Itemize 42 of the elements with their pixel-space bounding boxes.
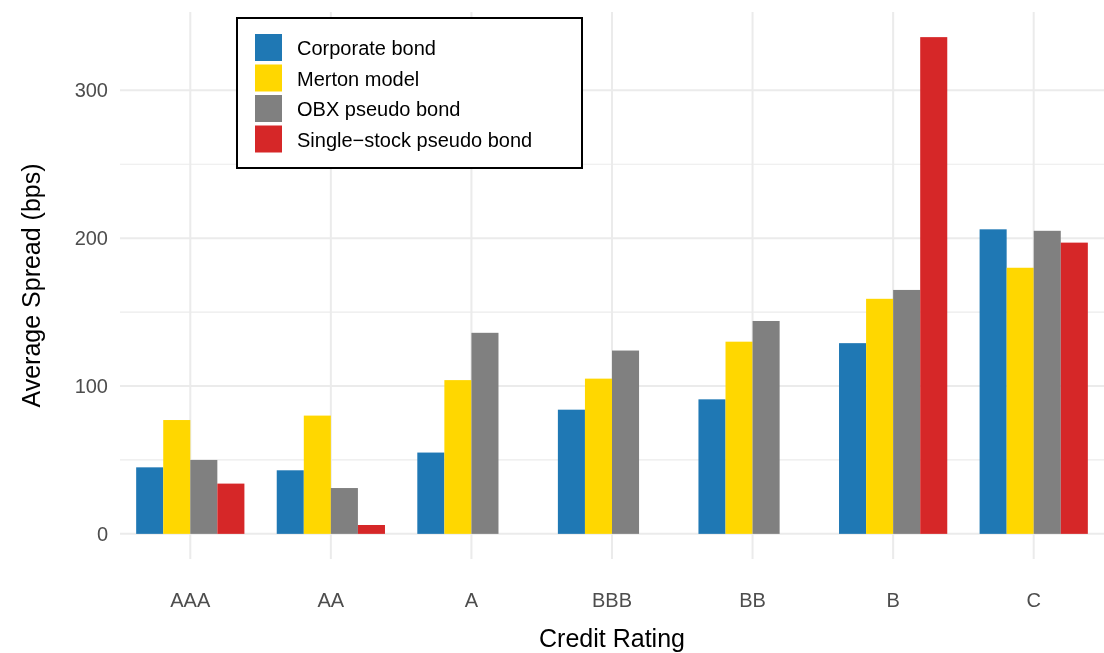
x-tick-label: AA bbox=[317, 589, 345, 611]
y-axis-title: Average Spread (bps) bbox=[17, 163, 45, 408]
bar bbox=[1006, 267, 1034, 534]
bar bbox=[217, 483, 245, 534]
bar bbox=[1060, 242, 1088, 534]
bar bbox=[357, 525, 385, 534]
bar bbox=[893, 289, 921, 534]
x-axis-title: Credit Rating bbox=[539, 624, 685, 652]
y-tick-label: 100 bbox=[74, 375, 108, 398]
bar bbox=[979, 229, 1007, 534]
y-tick-label: 0 bbox=[96, 522, 108, 545]
x-tick-label: AAA bbox=[170, 589, 211, 611]
legend-label: OBX pseudo bond bbox=[297, 98, 461, 120]
y-tick-label: 200 bbox=[74, 227, 108, 250]
bar bbox=[612, 350, 640, 534]
bar bbox=[698, 399, 726, 534]
legend-label: Corporate bond bbox=[297, 37, 436, 59]
legend-label: Merton model bbox=[297, 67, 420, 90]
bar bbox=[866, 298, 894, 534]
x-tick-label: A bbox=[464, 589, 479, 611]
bar bbox=[557, 409, 585, 534]
bar bbox=[920, 37, 948, 534]
x-tick-label: B bbox=[886, 589, 900, 611]
bar bbox=[303, 415, 331, 534]
bar bbox=[163, 420, 191, 534]
bar bbox=[444, 380, 472, 534]
bar bbox=[725, 341, 753, 534]
x-tick-label: BB bbox=[739, 589, 766, 611]
bar bbox=[417, 452, 445, 534]
bar bbox=[1033, 230, 1061, 534]
bar bbox=[471, 332, 499, 534]
bar bbox=[839, 343, 867, 534]
bar bbox=[276, 470, 304, 534]
bar bbox=[330, 488, 358, 534]
x-tick-label: C bbox=[1026, 589, 1041, 611]
x-tick-label: BBB bbox=[591, 589, 633, 611]
legend-label: Single−stock pseudo bond bbox=[297, 128, 533, 151]
y-tick-label: 300 bbox=[74, 79, 108, 102]
bar bbox=[190, 459, 218, 534]
bar bbox=[752, 320, 780, 534]
bar bbox=[136, 467, 164, 534]
bar bbox=[584, 378, 612, 534]
